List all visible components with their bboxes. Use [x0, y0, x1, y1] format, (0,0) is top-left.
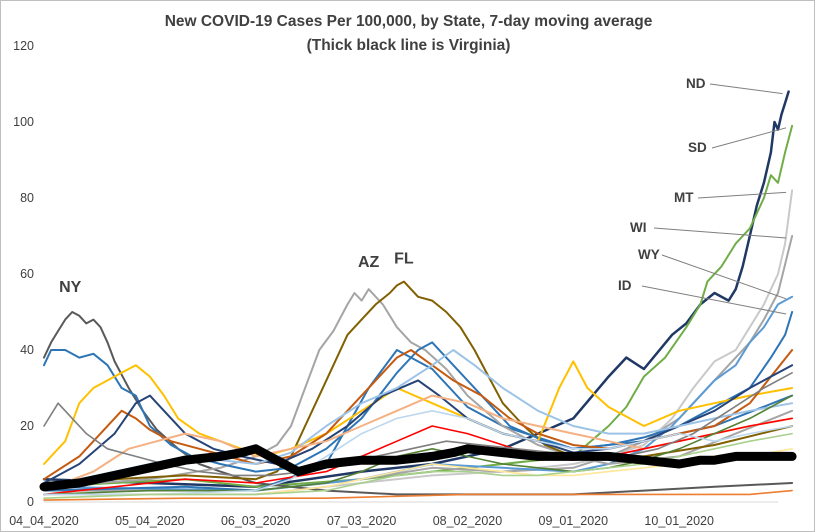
- y-tick-label: 20: [20, 419, 34, 433]
- annotation-label-mt: MT: [674, 190, 694, 205]
- series-line: [43, 489, 793, 501]
- annotation-label-sd: SD: [688, 140, 707, 155]
- y-tick-label: 60: [20, 267, 34, 281]
- y-tick-label: 100: [13, 115, 34, 129]
- y-tick-label: 40: [20, 343, 34, 357]
- chart-subtitle: (Thick black line is Virginia): [306, 37, 511, 54]
- y-tick-label: 80: [20, 191, 34, 205]
- annotation-label-wi: WI: [630, 220, 647, 235]
- annotation-leader-mt: [697, 191, 787, 199]
- annotation-label-fl: FL: [394, 251, 414, 268]
- annotation-leader-id: [641, 285, 787, 315]
- series-line: [43, 394, 793, 496]
- x-tick-label: 06_03_2020: [221, 514, 291, 528]
- chart-title: New COVID-19 Cases Per 100,000, by State…: [164, 13, 653, 30]
- annotation-leader-sd: [711, 127, 787, 149]
- y-tick-label: 120: [13, 39, 34, 53]
- series-line: [43, 417, 793, 496]
- x-tick-label: 05_04_2020: [115, 514, 185, 528]
- x-tick-label: 09_01_2020: [539, 514, 609, 528]
- annotation-label-id: ID: [618, 278, 632, 293]
- annotation-label-wy: WY: [638, 247, 660, 262]
- annotation-label-az: AZ: [358, 254, 380, 271]
- annotation-leader-wi: [653, 227, 787, 239]
- y-tick-label: 0: [27, 495, 34, 509]
- series-line-virginia: [39, 444, 797, 492]
- series-line-fl: [43, 280, 794, 484]
- annotation-label-ny: NY: [59, 279, 82, 296]
- annotation-label-nd: ND: [686, 76, 706, 91]
- series-line-mt: [43, 189, 794, 496]
- x-tick-label: 08_02_2020: [433, 514, 503, 528]
- annotation-leader-nd: [709, 83, 783, 95]
- annotation-leader-wy: [661, 254, 787, 300]
- x-tick-label: 04_04_2020: [9, 514, 79, 528]
- series-line: [43, 409, 793, 496]
- series-line: [43, 432, 793, 500]
- series-line-az: [43, 288, 794, 488]
- x-tick-label: 10_01_2020: [644, 514, 714, 528]
- x-tick-label: 07_03_2020: [327, 514, 397, 528]
- series-line: [43, 349, 794, 488]
